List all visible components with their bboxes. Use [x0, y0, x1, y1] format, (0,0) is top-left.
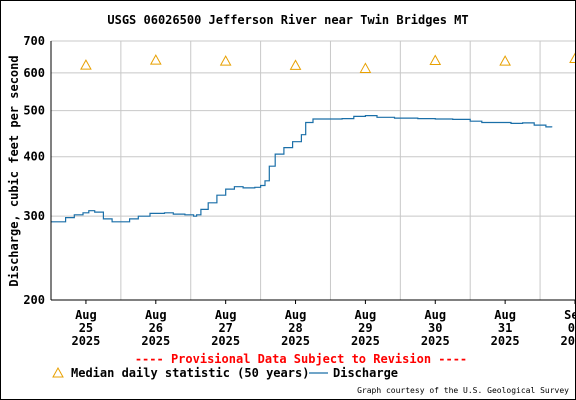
x-tick-month-4: Aug [355, 308, 377, 322]
discharge-series-line [51, 115, 553, 223]
x-axis-ticks: Aug252025Aug262025Aug272025Aug282025Aug2… [71, 300, 575, 348]
legend-discharge-label: Discharge [333, 366, 398, 380]
x-tick-year-0: 2025 [71, 334, 100, 348]
median-markers [80, 52, 575, 73]
x-tick-year-3: 2025 [281, 334, 310, 348]
legend-median-marker [52, 366, 64, 378]
median-marker-4 [359, 62, 372, 73]
plot-area [51, 41, 575, 300]
x-tick-month-3: Aug [285, 308, 307, 322]
x-tick-day-2: 27 [218, 321, 232, 335]
y-axis-label: Discharge, cubic feet per second [7, 55, 21, 286]
y-tick-label-300: 300 [23, 209, 45, 223]
x-tick-month-2: Aug [215, 308, 237, 322]
x-tick-day-4: 29 [358, 321, 372, 335]
credit-text: Graph courtesy of the U.S. Geological Su… [357, 386, 569, 395]
x-tick-day-6: 31 [498, 321, 512, 335]
x-tick-month-0: Aug [75, 308, 97, 322]
median-marker-1 [149, 54, 162, 65]
x-tick-month-7: Sep [564, 308, 575, 322]
x-tick-year-5: 2025 [421, 334, 450, 348]
y-tick-label-400: 400 [23, 150, 45, 164]
provisional-notice: ---- Provisional Data Subject to Revisio… [135, 352, 467, 366]
x-tick-month-5: Aug [424, 308, 446, 322]
x-tick-day-1: 26 [149, 321, 163, 335]
x-tick-month-1: Aug [145, 308, 167, 322]
y-tick-label-700: 700 [23, 34, 45, 48]
median-marker-2 [219, 55, 232, 66]
x-tick-day-7: 01 [568, 321, 575, 335]
median-marker-6 [499, 55, 511, 66]
x-tick-year-1: 2025 [141, 334, 170, 348]
y-tick-label-600: 600 [23, 66, 45, 80]
median-marker-5 [429, 54, 442, 65]
x-tick-year-4: 2025 [351, 334, 380, 348]
y-tick-label-500: 500 [23, 104, 45, 118]
legend-median-label: Median daily statistic (50 years) [71, 366, 309, 380]
x-tick-day-0: 25 [79, 321, 93, 335]
median-marker-0 [80, 59, 92, 70]
chart-title: USGS 06026500 Jefferson River near Twin … [107, 13, 468, 27]
legend: Median daily statistic (50 years) Discha… [52, 366, 398, 380]
x-tick-year-6: 2025 [491, 334, 520, 348]
median-marker-7 [569, 52, 575, 64]
x-tick-year-7: 2025 [561, 334, 575, 348]
grid-lines [51, 40, 575, 300]
x-tick-year-2: 2025 [211, 334, 240, 348]
y-tick-label-200: 200 [23, 293, 45, 307]
x-tick-month-6: Aug [494, 308, 516, 322]
y-axis-ticks: 200 300 400 500 600 700 [23, 34, 45, 307]
x-tick-day-3: 28 [288, 321, 302, 335]
x-tick-day-5: 30 [428, 321, 442, 335]
median-marker-3 [289, 59, 302, 70]
